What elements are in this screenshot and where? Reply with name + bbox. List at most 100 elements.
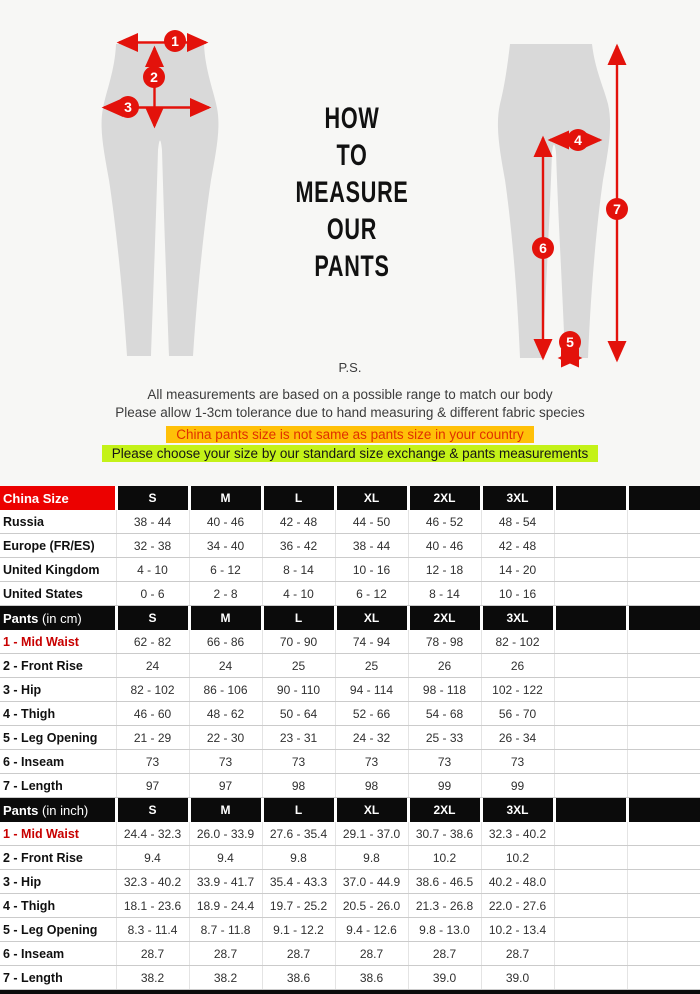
cell-value: 28.7 (407, 941, 481, 966)
warning-choose-size: Please choose your size by our standard … (101, 445, 599, 462)
table-row: 2 - Front Rise 9.4 9.4 9.8 9.8 10.2 10.2 (0, 845, 700, 870)
cell-value: 24.4 - 32.3 (115, 822, 189, 846)
pants-front-silhouette (101, 44, 219, 356)
cell-value (626, 965, 700, 990)
cell-value: 25 - 33 (407, 725, 481, 750)
cell-value: 46 - 52 (407, 510, 481, 534)
cell-value: 8 - 14 (407, 581, 481, 606)
measure-point-6-icon: 6 (532, 237, 554, 259)
cell-value: 48 - 54 (480, 510, 554, 534)
cell-value: 2 - 8 (188, 581, 262, 606)
cell-value: 70 - 90 (261, 630, 335, 654)
cell-value (553, 630, 627, 654)
cell-value: 6 - 12 (188, 557, 262, 582)
cell-value: 20.5 - 26.0 (334, 893, 408, 918)
cell-value (553, 941, 627, 966)
cell-value: 97 (115, 773, 189, 798)
cell-value: 25 (334, 653, 408, 678)
cell-value: 26.0 - 33.9 (188, 822, 262, 846)
row-label: 3 - Hip (0, 869, 116, 894)
cell-value: 38 - 44 (334, 533, 408, 558)
column-header: S (114, 486, 189, 510)
column-header: XL (333, 606, 408, 630)
column-header (552, 798, 627, 822)
cell-value: 27.6 - 35.4 (261, 822, 335, 846)
cell-value (553, 773, 627, 798)
cell-value (553, 749, 627, 774)
measure-point-1-icon: 1 (164, 30, 186, 52)
row-label: 6 - Inseam (0, 941, 116, 966)
cell-value: 44 - 50 (334, 510, 408, 534)
cell-value: 22.0 - 27.6 (480, 893, 554, 918)
cell-value: 10 - 16 (334, 557, 408, 582)
measurement-diagram (101, 32, 627, 368)
size-table-pants-inch: Pants (in inch) S M L XL 2XL 3XL 1 - Mid Waist 2… (0, 798, 700, 990)
table-row: 7 - Length 38.2 38.2 38.6 38.6 39.0 39.0 (0, 965, 700, 990)
measure-point-5-icon: 5 (559, 331, 581, 353)
cell-value: 28.7 (188, 941, 262, 966)
cell-value (553, 917, 627, 942)
cell-value (553, 677, 627, 702)
cell-value: 50 - 64 (261, 701, 335, 726)
cell-value: 48 - 62 (188, 701, 262, 726)
table-row: 1 - Mid Waist 24.4 - 32.3 26.0 - 33.9 27.6 … (0, 822, 700, 846)
cell-value: 40 - 46 (407, 533, 481, 558)
cell-value: 99 (480, 773, 554, 798)
cell-value (626, 822, 700, 846)
cell-value: 24 (115, 653, 189, 678)
title-line: HOW (324, 102, 380, 135)
row-label: 7 - Length (0, 773, 116, 798)
column-header: XL (333, 486, 408, 510)
cell-value: 39.0 (480, 965, 554, 990)
cell-value: 78 - 98 (407, 630, 481, 654)
cell-value (626, 773, 700, 798)
cell-value: 25 (261, 653, 335, 678)
cell-value: 10.2 (480, 845, 554, 870)
how-to-measure-section: 1 2 3 4 5 6 7 HOW TO MEASURE OUR PANTS P… (0, 0, 700, 486)
cell-value: 73 (334, 749, 408, 774)
cell-value: 37.0 - 44.9 (334, 869, 408, 894)
cell-value: 42 - 48 (480, 533, 554, 558)
column-header: M (187, 798, 262, 822)
cell-value: 21.3 - 26.8 (407, 893, 481, 918)
row-label: United States (0, 581, 116, 606)
cell-value (553, 701, 627, 726)
cell-value: 8.3 - 11.4 (115, 917, 189, 942)
column-header (552, 606, 627, 630)
cell-value (626, 581, 700, 606)
column-header: 3XL (479, 486, 554, 510)
cell-value: 35.4 - 43.3 (261, 869, 335, 894)
cell-value: 54 - 68 (407, 701, 481, 726)
cell-value: 32.3 - 40.2 (115, 869, 189, 894)
table-row: 2 - Front Rise 24 24 25 25 26 26 (0, 653, 700, 678)
cell-value (553, 653, 627, 678)
cell-value (553, 557, 627, 582)
cell-value: 52 - 66 (334, 701, 408, 726)
cell-value: 34 - 40 (188, 533, 262, 558)
cell-value: 4 - 10 (115, 557, 189, 582)
table-row: United Kingdom 4 - 10 6 - 12 8 - 14 10 - 16 1… (0, 557, 700, 582)
cell-value: 98 - 118 (407, 677, 481, 702)
title-line: OUR (326, 213, 378, 246)
cell-value: 40.2 - 48.0 (480, 869, 554, 894)
table-row: 3 - Hip 32.3 - 40.2 33.9 - 41.7 35.4 - 43.3… (0, 869, 700, 894)
row-label: 4 - Thigh (0, 701, 116, 726)
row-label: 1 - Mid Waist (0, 630, 116, 654)
cell-value: 73 (188, 749, 262, 774)
row-label: 7 - Length (0, 965, 116, 990)
cell-value (553, 965, 627, 990)
cell-value: 10.2 - 13.4 (480, 917, 554, 942)
cell-value: 38 - 44 (115, 510, 189, 534)
size-tables: China Size S M L XL 2XL 3XL Russia 38 - 44 40 - 4… (0, 486, 700, 990)
table-row: 6 - Inseam 73 73 73 73 73 73 (0, 749, 700, 774)
ps-label: P.S. (338, 360, 362, 375)
cell-value: 26 (407, 653, 481, 678)
column-header: M (187, 486, 262, 510)
row-label: Europe (FR/ES) (0, 533, 116, 558)
column-header (625, 798, 700, 822)
table-row: 5 - Leg Opening 8.3 - 11.4 8.7 - 11.8 9.1 -… (0, 917, 700, 942)
row-label: 2 - Front Rise (0, 653, 116, 678)
cell-value: 46 - 60 (115, 701, 189, 726)
column-header: M (187, 606, 262, 630)
section-title: HOW TO MEASURE OUR PANTS (280, 100, 424, 285)
